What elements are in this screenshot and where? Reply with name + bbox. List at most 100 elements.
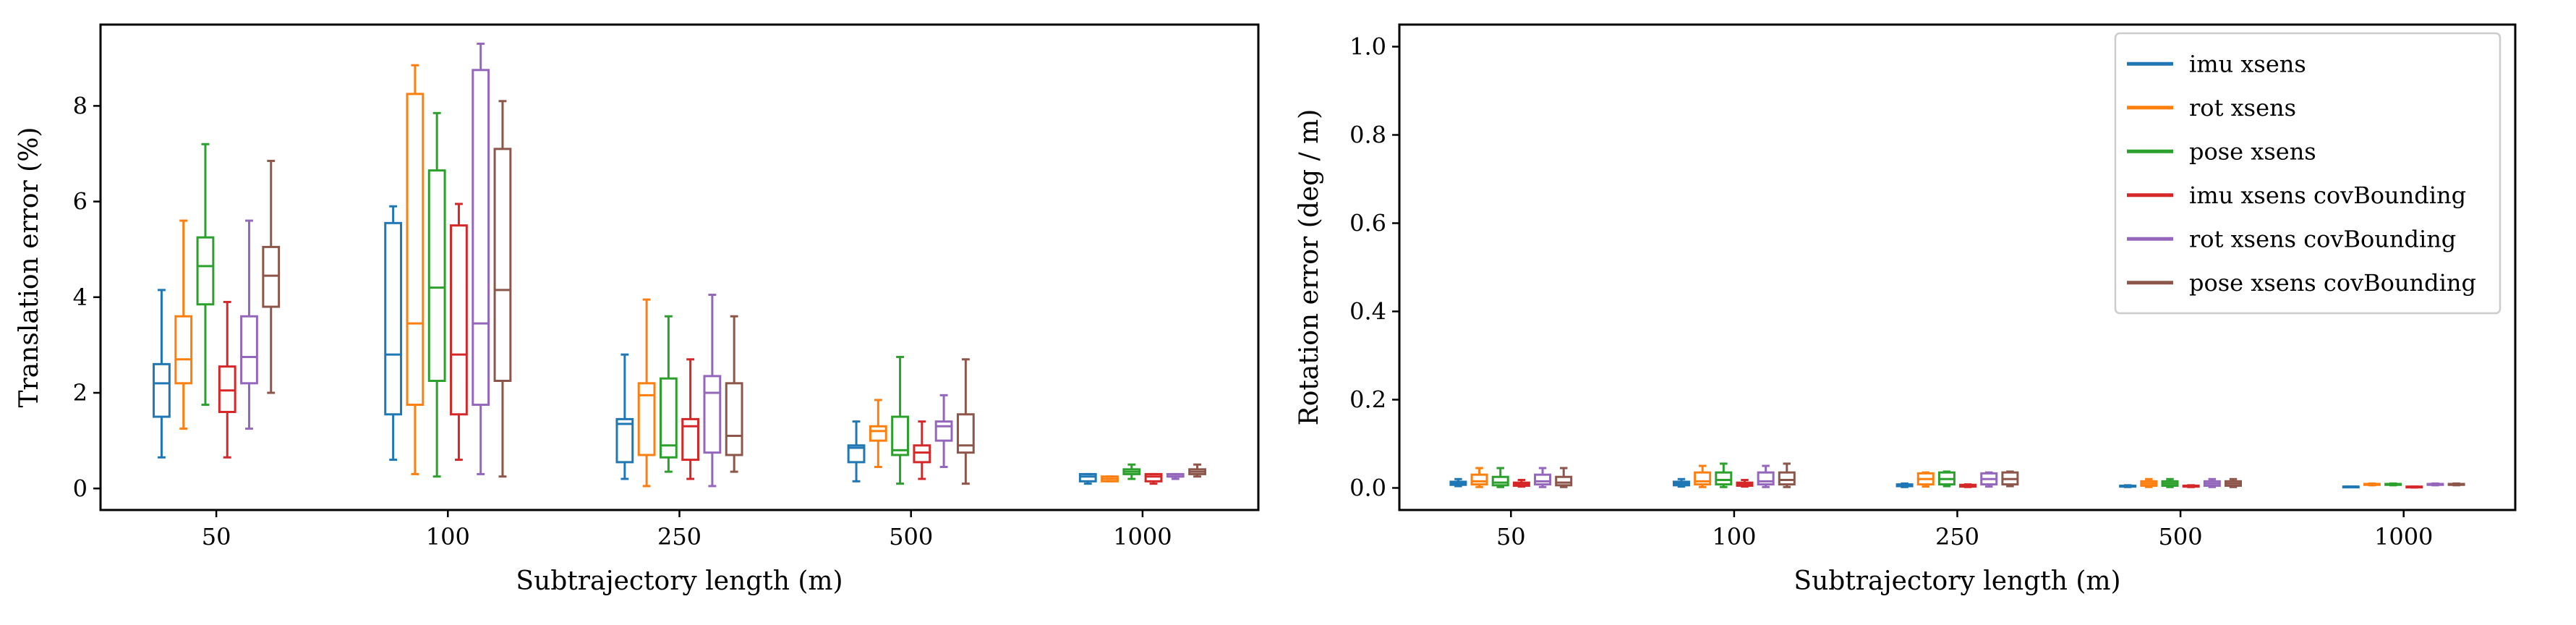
legend-item-imu-xsens: imu xsens [2127,50,2306,77]
rotation-box-rot-xsens-100 [1694,464,1712,488]
translation-plot-frame [99,23,1260,511]
iqr-box [450,224,468,416]
iqr-box [196,236,215,306]
rotation-x-axis-label: Subtrajectory length (m) [1794,566,2120,596]
rotation-box-pose-xsens-100 [1715,462,1733,488]
translation-box-rot-xsens-covBounding-100 [472,42,490,475]
y-tick-label: 0 [73,475,88,502]
translation-y-axis-label: Translation error (%) [14,127,44,408]
translation-box-rot-xsens-50 [174,219,193,430]
rotation-box-imu-xsens-50 [1449,477,1467,488]
rotation-box-imu-xsens-covBounding-250 [1959,483,1977,488]
iqr-box [956,413,975,454]
x-tick-label: 100 [426,523,470,550]
translation-box-pose-xsens-250 [659,315,678,473]
x-tick-label: 100 [1712,523,1756,550]
rotation-box-rot-xsens-250 [1916,471,1935,488]
rotation-y-axis-label: Rotation error (deg / m) [1295,109,1324,426]
rotation-box-pose-xsens-1000 [2384,482,2402,487]
legend-label: rot xsens [2189,94,2296,122]
translation-box-rot-xsens-covBounding-50 [240,219,258,430]
iqr-box [869,425,887,442]
legend-label: pose xsens covBounding [2189,269,2476,297]
rotation-y-ticks: 0.0 0.2 0.4 0.6 0.8 1.0 [1349,33,1399,502]
translation-box-rot-xsens-covBounding-1000 [1166,472,1185,480]
translation-boxes [153,42,1206,488]
iqr-box [1491,475,1509,487]
iqr-box [681,417,700,462]
translation-box-imu-xsens-covBounding-250 [681,358,700,480]
rotation-box-rot-xsens-covBounding-250 [1980,471,1998,488]
translation-box-pose-xsens-50 [196,143,215,407]
rotation-box-pose-xsens-covBounding-1000 [2447,482,2465,487]
rotation-box-rot-xsens-covBounding-50 [1534,467,1552,488]
legend-item-imu-xsens-covBounding: imu xsens covBounding [2127,182,2466,209]
translation-box-rot-xsens-covBounding-250 [703,294,722,488]
translation-box-pose-xsens-500 [891,355,909,485]
iqr-box [1534,473,1552,486]
legend-label: imu xsens covBounding [2189,182,2466,209]
translation-box-rot-xsens-500 [869,399,887,469]
iqr-box [493,148,512,383]
legend-item-rot-xsens: rot xsens [2127,94,2296,122]
translation-x-axis-label: Subtrajectory length (m) [516,566,843,596]
rotation-box-imu-xsens-covBounding-100 [1736,479,1754,488]
legend: imu xsens rot xsens pose xsens imu xsens co… [2114,32,2502,315]
translation-box-imu-xsens-500 [847,420,866,482]
legend-item-rot-xsens-covBounding: rot xsens covBounding [2127,225,2456,252]
iqr-box [725,382,743,456]
translation-box-rot-xsens-1000 [1101,475,1119,482]
rotation-box-rot-xsens-covBounding-500 [2203,477,2221,488]
translation-box-pose-xsens-100 [427,111,446,478]
iqr-box [1470,473,1488,486]
iqr-box [240,315,258,385]
iqr-box [174,315,193,385]
legend-box [2114,32,2502,315]
x-tick-label: 1000 [2374,523,2433,550]
translation-box-pose-xsens-covBounding-500 [956,358,975,485]
rotation-box-imu-xsens-100 [1672,477,1690,488]
y-tick-label: 0.0 [1349,475,1386,502]
translation-box-imu-xsens-1000 [1078,472,1097,485]
rotation-box-pose-xsens-covBounding-100 [1778,462,1796,488]
translation-box-rot-xsens-250 [637,298,656,488]
translation-box-pose-xsens-1000 [1122,463,1141,480]
iqr-box [703,375,722,454]
translation-y-ticks: 0 2 4 6 8 [73,92,101,502]
iqr-box [934,420,953,442]
y-tick-label: 4 [73,284,88,311]
y-tick-label: 6 [73,188,88,216]
iqr-box [427,169,446,383]
x-tick-label: 1000 [1113,523,1172,550]
y-tick-label: 0.6 [1349,210,1386,237]
x-tick-label: 250 [1935,523,1979,550]
rotation-box-pose-xsens-250 [1937,470,1956,488]
rotation-box-pose-xsens-500 [2161,477,2179,488]
iqr-box [218,365,236,413]
translation-error-plot: 50 100 250 500 1000 0 2 4 6 8 Subtrajectory leng… [14,23,1260,596]
iqr-box [659,377,678,459]
iqr-box [637,382,656,456]
translation-box-imu-xsens-250 [615,353,634,480]
rotation-box-pose-xsens-50 [1491,467,1509,488]
rotation-box-imu-xsens-covBounding-500 [2182,484,2200,488]
iqr-box [262,245,281,308]
rotation-box-rot-xsens-1000 [2363,482,2381,487]
rotation-x-ticks: 50 100 250 500 1000 [1496,510,2433,550]
iqr-box [1144,472,1163,482]
iqr-box [891,415,909,456]
iqr-box [406,93,425,407]
rotation-box-rot-xsens-covBounding-100 [1757,464,1775,488]
iqr-box [1757,471,1775,486]
rotation-box-rot-xsens-50 [1470,467,1488,488]
iqr-box [615,417,634,464]
rotation-boxes [1449,462,2465,489]
rotation-box-imu-xsens-500 [2119,484,2137,488]
y-tick-label: 1.0 [1349,33,1386,61]
translation-box-rot-xsens-100 [406,64,425,475]
rotation-box-pose-xsens-covBounding-50 [1555,467,1573,488]
legend-label: imu xsens [2189,50,2306,77]
translation-box-pose-xsens-covBounding-100 [493,100,512,478]
